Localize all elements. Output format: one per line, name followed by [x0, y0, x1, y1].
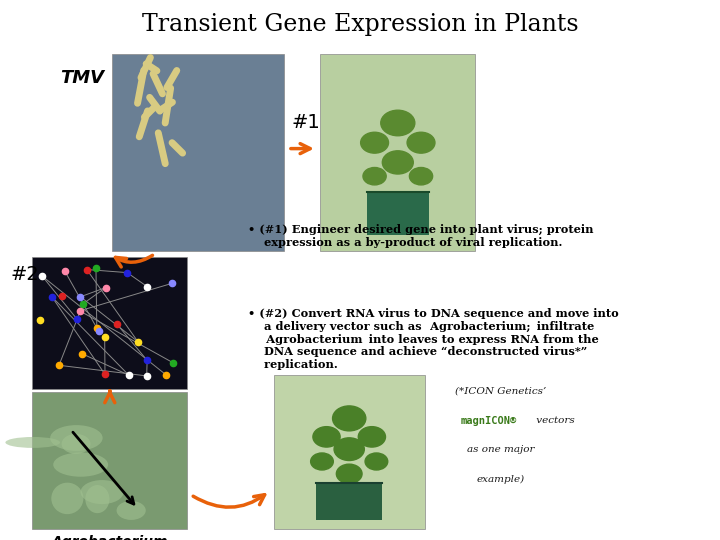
Ellipse shape: [50, 425, 103, 451]
Ellipse shape: [5, 437, 60, 448]
FancyBboxPatch shape: [320, 54, 475, 251]
FancyBboxPatch shape: [367, 192, 429, 235]
Ellipse shape: [117, 501, 145, 520]
Circle shape: [361, 132, 389, 153]
Text: TMV: TMV: [60, 69, 104, 86]
Circle shape: [359, 427, 385, 447]
Text: magnICON®: magnICON®: [461, 416, 517, 426]
FancyBboxPatch shape: [112, 54, 284, 251]
Text: vectors: vectors: [533, 416, 575, 425]
FancyBboxPatch shape: [32, 392, 187, 529]
Ellipse shape: [81, 480, 124, 504]
Text: (*ICON Genetics’: (*ICON Genetics’: [455, 386, 546, 395]
Circle shape: [365, 453, 388, 470]
Circle shape: [334, 438, 364, 461]
Circle shape: [363, 167, 386, 185]
Text: • (#1) Engineer desired gene into plant virus; protein
    expression as a by-pr: • (#1) Engineer desired gene into plant …: [248, 224, 594, 248]
FancyBboxPatch shape: [32, 256, 187, 389]
Text: #1: #1: [292, 113, 320, 132]
Circle shape: [382, 151, 413, 174]
Circle shape: [310, 453, 333, 470]
Circle shape: [333, 406, 366, 431]
Text: as one major: as one major: [467, 446, 534, 455]
Text: #2: #2: [11, 265, 40, 284]
Circle shape: [407, 132, 435, 153]
Ellipse shape: [62, 434, 91, 454]
FancyBboxPatch shape: [316, 483, 382, 520]
Ellipse shape: [53, 453, 108, 477]
Text: • (#2) Convert RNA virus to DNA sequence and move into
    a delivery vector suc: • (#2) Convert RNA virus to DNA sequence…: [248, 308, 619, 370]
Circle shape: [313, 427, 340, 447]
Circle shape: [410, 167, 433, 185]
Circle shape: [336, 464, 362, 483]
Ellipse shape: [85, 485, 109, 513]
FancyBboxPatch shape: [274, 375, 425, 529]
Circle shape: [381, 110, 415, 136]
Text: Transient Gene Expression in Plants: Transient Gene Expression in Plants: [142, 14, 578, 37]
Ellipse shape: [51, 483, 84, 514]
Text: example): example): [477, 475, 524, 484]
Text: Agrobacterium: Agrobacterium: [52, 535, 168, 540]
